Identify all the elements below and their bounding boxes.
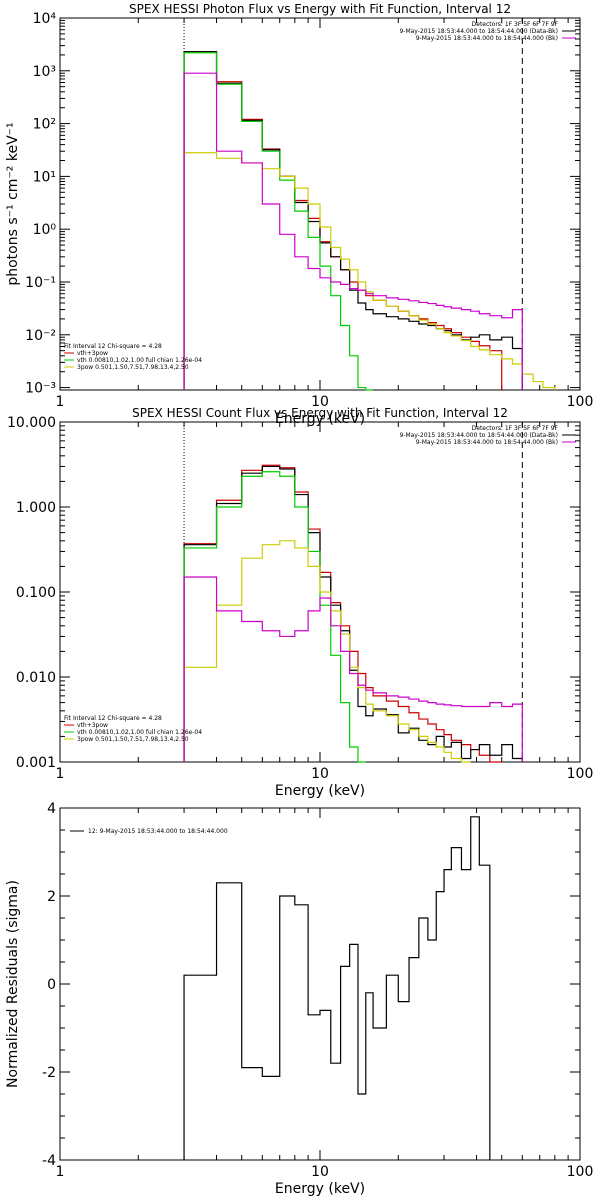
plot-frame: [59, 807, 581, 1161]
series-background: [183, 72, 523, 390]
legend-bottom-text: Fit Interval 12 Chi-square = 4.28: [64, 715, 162, 722]
x-tick-label: 100: [567, 394, 594, 410]
legend-top-text: 12: 9-May-2015 18:53:44.000 to 18:54:44.…: [88, 828, 228, 835]
legend-top-text: 9-May-2015 18:53:44.000 to 18:54:44.000 …: [416, 35, 558, 42]
legend-bottom-text: vth+3pow: [77, 350, 108, 357]
x-tick-label: 1: [56, 766, 65, 782]
y-tick-label: -2: [42, 1065, 56, 1081]
y-tick-label: 10¹: [33, 169, 56, 185]
series-vth-3pow: [183, 51, 503, 390]
x-tick-label: 1: [56, 394, 65, 410]
y-tick-label: 1.000: [16, 500, 56, 516]
y-tick-label: 2: [47, 889, 56, 905]
legend-top-text: 9-May-2015 18:53:44.000 to 18:54:44.000 …: [399, 432, 558, 439]
y-tick-label: 10³: [33, 64, 56, 80]
y-axis-label: Normalized Residuals (sigma): [5, 880, 21, 1088]
series-residuals: [183, 816, 491, 1160]
y-tick-label: 10⁻³: [25, 381, 56, 397]
y-tick-label: 10.000: [7, 415, 56, 431]
x-tick-label: 10: [311, 394, 329, 410]
y-tick-label: 0.010: [16, 670, 56, 686]
y-tick-label: 10⁰: [33, 222, 57, 238]
legend-bottom-text: Fit Interval 12 Chi-square = 4.28: [64, 343, 162, 350]
series-vth: [183, 52, 374, 391]
y-tick-label: 10²: [33, 117, 56, 133]
series-3pow: [183, 540, 471, 763]
plot-title: SPEX HESSI Count Flux vs Energy with Fit…: [132, 406, 508, 420]
x-tick-label: 1: [56, 1164, 65, 1180]
legend-top-text: Detectors: 1F 3F 5F 6F 7F 9F: [472, 21, 559, 28]
x-axis-label: Energy (keV): [275, 1181, 365, 1197]
series-vth: [183, 471, 366, 763]
y-tick-label: 0: [47, 977, 56, 993]
y-tick-label: -4: [42, 1153, 56, 1169]
legend-top-text: 9-May-2015 18:53:44.000 to 18:54:44.000 …: [416, 439, 558, 446]
series-3pow: [183, 152, 556, 390]
y-axis-label: photons s⁻¹ cm⁻² keV⁻¹: [5, 122, 21, 285]
series-data: [183, 51, 523, 390]
x-tick-label: 10: [311, 1164, 329, 1180]
x-axis-label: Energy (keV): [275, 783, 365, 799]
plot-title: SPEX HESSI Photon Flux vs Energy with Fi…: [129, 2, 511, 16]
x-tick-label: 100: [567, 766, 594, 782]
series-vth-3pow: [183, 464, 502, 763]
legend-top-text: Detectors: 1F 3F 5F 6F 7F 9F: [472, 425, 559, 432]
plot-panel-2: SPEX HESSI Count Flux vs Energy with Fit…: [7, 406, 593, 799]
legend-bottom-text: 3pow 0.501,1.50,7.51,7.98,13.4,2.50: [77, 736, 189, 743]
y-tick-label: 0.001: [16, 755, 56, 771]
plot-panel-3: 1 10 100 -4 -2 0 2 4 Energy (keV) Normalized Resi…: [5, 801, 593, 1197]
x-tick-label: 10: [311, 766, 329, 782]
legend-bottom-text: vth 0.00810,1.02,1.00 full chian 1.26e-0…: [77, 729, 202, 736]
legend-bottom-text: vth 0.00810,1.02,1.00 full chian 1.26e-0…: [77, 357, 202, 364]
legend-bottom-text: vth+3pow: [77, 722, 108, 729]
y-tick-label: 10⁻¹: [25, 275, 56, 291]
y-tick-label: 0.100: [16, 585, 56, 601]
plot-panel-1: SPEX HESSI Photon Flux vs Energy with Fi…: [5, 2, 593, 427]
y-tick-label: 4: [47, 801, 56, 817]
y-tick-label: 10⁴: [33, 11, 57, 27]
x-tick-label: 100: [567, 1164, 594, 1180]
series-background: [183, 576, 523, 762]
series-data: [183, 465, 523, 762]
x-axis-label: Energy (keV): [275, 411, 365, 427]
y-tick-label: 10⁻²: [25, 328, 56, 344]
legend-bottom-text: 3pow 0.501,1.50,7.51,7.98,13.4,2.50: [77, 364, 189, 371]
legend-top-text: 9-May-2015 18:53:44.000 to 18:54:44.000 …: [399, 28, 558, 35]
